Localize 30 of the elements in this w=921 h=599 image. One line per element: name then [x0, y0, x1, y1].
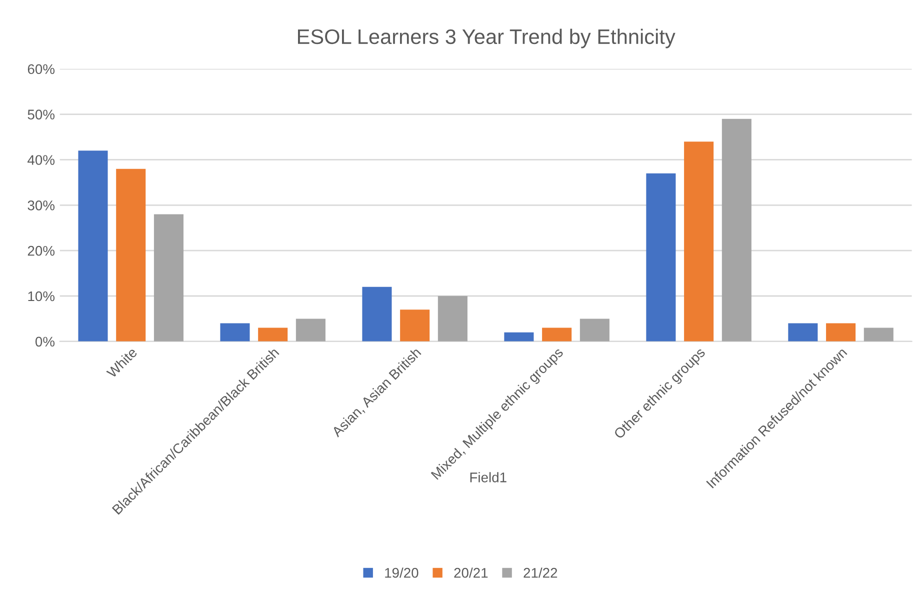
legend-label: 21/22 [524, 568, 558, 578]
bar [580, 318, 610, 342]
y-tick-label: 0% [35, 336, 55, 347]
y-tick-label: 50% [28, 110, 55, 120]
bar [826, 323, 856, 342]
bar [542, 328, 572, 342]
y-tick-label: 20% [28, 246, 55, 256]
bar [400, 310, 430, 342]
y-tick-label: 10% [28, 291, 55, 302]
bar [684, 142, 714, 342]
bar [116, 168, 146, 342]
bar [864, 328, 894, 342]
bar [788, 323, 818, 342]
bar [504, 332, 534, 342]
y-tick-label: 60% [28, 64, 55, 74]
bar [258, 328, 288, 342]
legend-label: 20/21 [454, 568, 488, 578]
bar [296, 318, 326, 342]
bar [220, 323, 250, 342]
legend-label: 19/20 [385, 568, 418, 578]
x-axis-title: Field1 [470, 472, 506, 482]
bar [78, 150, 108, 342]
bar [154, 214, 184, 342]
bar [646, 173, 676, 342]
y-tick-label: 30% [28, 200, 55, 210]
y-tick-label: 40% [28, 155, 55, 165]
bar [722, 118, 752, 342]
bar [438, 296, 468, 342]
chart-title: ESOL Learners 3 Year Trend by Ethnicity [298, 28, 676, 48]
bar [362, 286, 392, 342]
